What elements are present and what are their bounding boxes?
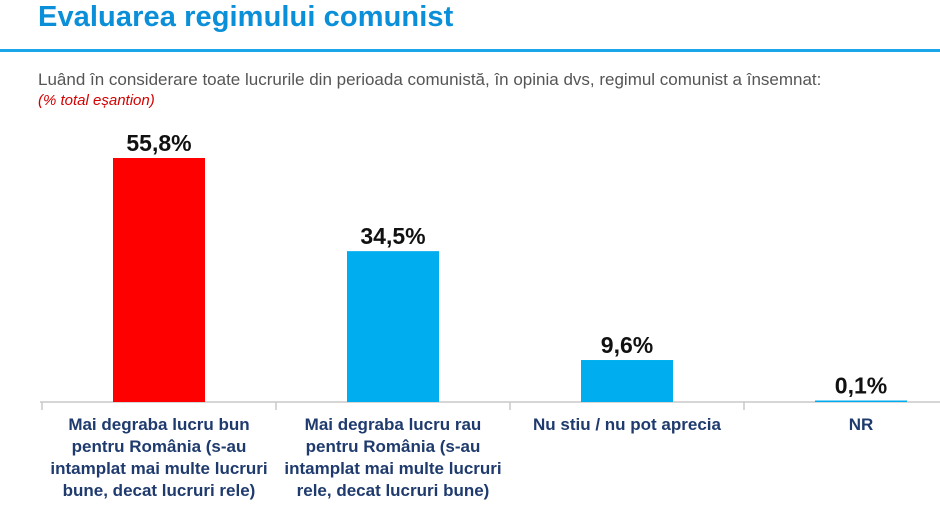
bar	[815, 400, 907, 402]
bar	[113, 158, 205, 402]
sample-note: (% total eșantion)	[38, 92, 155, 109]
data-label: 55,8%	[126, 130, 191, 156]
page-title: Evaluarea regimului comunist	[38, 1, 454, 33]
survey-question: Luând în considerare toate lucrurile din…	[38, 70, 822, 89]
data-label: 9,6%	[601, 332, 653, 358]
bar	[347, 251, 439, 402]
title-divider	[0, 49, 940, 52]
data-label: 34,5%	[360, 223, 425, 249]
data-label: 0,1%	[835, 373, 887, 399]
category-label: NR	[848, 415, 874, 434]
category-label: Mai degraba lucru bun pentru România (s-…	[50, 415, 268, 500]
bar	[581, 360, 673, 402]
category-label: Nu stiu / nu pot aprecia	[533, 415, 721, 434]
category-label: Mai degraba lucru rau pentru România (s-…	[284, 415, 502, 500]
